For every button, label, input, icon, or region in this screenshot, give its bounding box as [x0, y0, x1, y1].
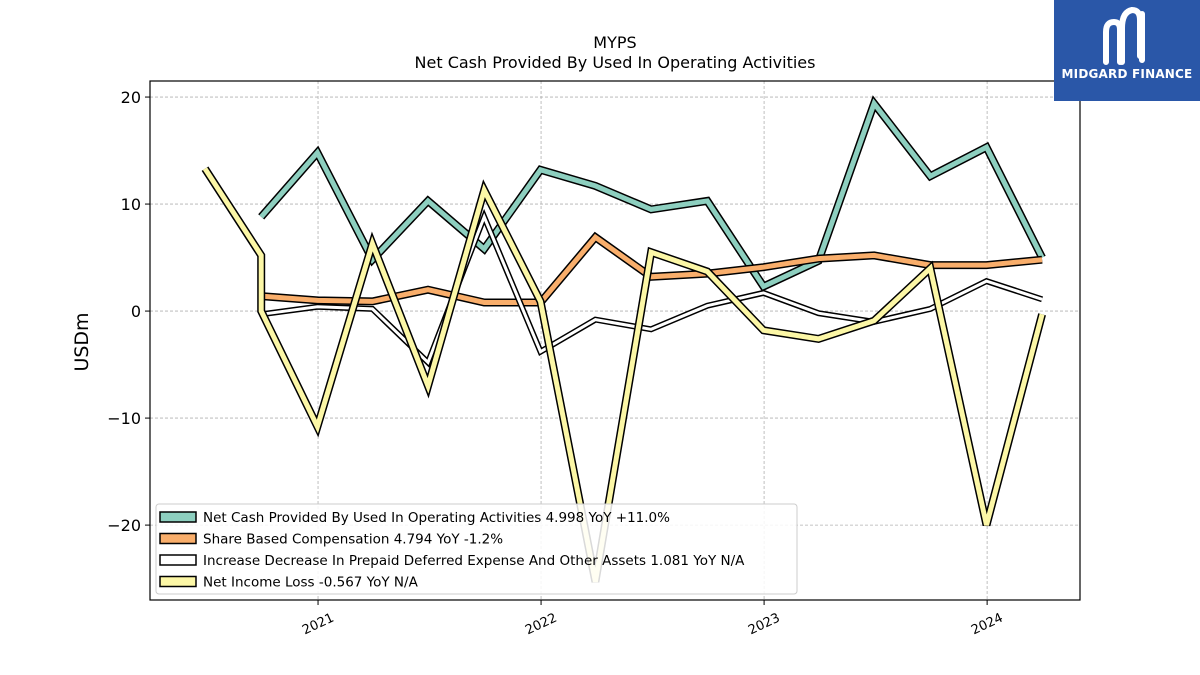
x-tick-label: 2022 [523, 611, 559, 639]
series-line-net-cash-provided-by-used-in-operating-activities [259, 98, 1045, 290]
series-line-increase-decrease-in-prepaid-deferred-expense-and-other-assets [261, 212, 1043, 366]
legend-swatch [159, 511, 197, 523]
legend-label: Net Cash Provided By Used In Operating A… [203, 510, 670, 526]
series-outline-increase-decrease-in-prepaid-deferred-expense-and-other-assets [260, 208, 1044, 368]
x-tick-label: 2023 [746, 611, 782, 639]
x-tick-label: 2024 [969, 611, 1005, 639]
legend-label: Net Income Loss -0.567 YoY N/A [203, 575, 419, 591]
legend-label: Share Based Compensation 4.794 YoY -1.2% [203, 532, 503, 548]
legend: Net Cash Provided By Used In Operating A… [155, 503, 798, 595]
y-tick-label: 0 [131, 302, 141, 321]
legend-swatch [159, 554, 197, 566]
midgard-finance-logo: MIDGARD FINANCE [1054, 0, 1200, 101]
legend-swatch [159, 532, 197, 545]
chart-subtitle: Net Cash Provided By Used In Operating A… [415, 53, 816, 72]
legend-swatch [159, 575, 197, 588]
legend-label: Increase Decrease In Prepaid Deferred Ex… [203, 553, 745, 569]
logo-text: MIDGARD FINANCE [1061, 67, 1193, 81]
chart-title: MYPS [593, 33, 636, 52]
x-tick-label: 2021 [300, 611, 336, 639]
y-tick-label: 20 [121, 88, 141, 107]
y-tick-label: 10 [121, 195, 141, 214]
plot-frame [149, 80, 1081, 601]
y-axis-label: USDm [71, 312, 93, 371]
logo-mark-icon [1103, 6, 1145, 65]
legend-box [155, 503, 798, 595]
y-tick-label: −20 [107, 516, 141, 535]
y-tick-label: −10 [107, 409, 141, 428]
